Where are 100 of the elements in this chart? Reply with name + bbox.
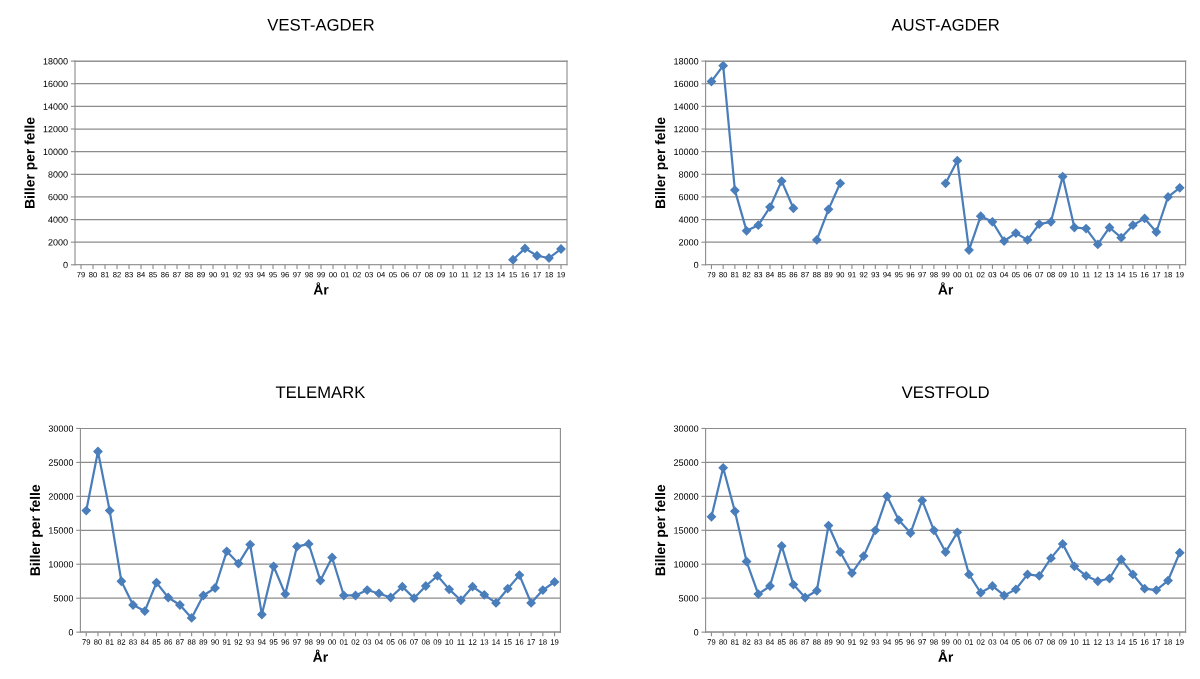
y-tick-label: 8000 xyxy=(48,171,68,178)
point xyxy=(1081,571,1091,581)
point xyxy=(976,588,986,598)
point xyxy=(116,576,126,586)
point xyxy=(952,156,962,166)
point xyxy=(788,579,799,590)
point xyxy=(1034,219,1044,229)
point xyxy=(532,251,542,261)
point xyxy=(718,61,728,71)
point xyxy=(374,588,384,599)
point xyxy=(987,581,998,591)
point xyxy=(1140,584,1150,594)
point xyxy=(741,556,752,567)
point xyxy=(304,539,314,549)
point xyxy=(753,589,763,599)
point xyxy=(788,203,799,213)
point xyxy=(479,590,489,600)
point xyxy=(1175,548,1185,558)
point xyxy=(765,202,775,212)
y-tick-label: 2000 xyxy=(48,239,68,246)
point xyxy=(870,525,880,535)
point xyxy=(1151,227,1161,237)
y-tick-label: 16000 xyxy=(43,80,68,88)
point xyxy=(777,176,787,186)
y-tick-label: 30000 xyxy=(673,425,699,432)
point xyxy=(409,593,419,603)
point xyxy=(520,243,530,254)
point xyxy=(1058,539,1068,549)
point xyxy=(823,204,834,214)
y-tick-label: 0 xyxy=(63,261,68,269)
point xyxy=(730,506,740,516)
point xyxy=(859,551,869,561)
point xyxy=(1022,235,1033,245)
y-tick-label: 14000 xyxy=(43,103,68,110)
chart-title: VESTFOLD xyxy=(901,386,989,399)
y-tick-label: 2000 xyxy=(679,239,699,246)
y-tick-label: 15000 xyxy=(674,527,699,534)
y-tick-label: 30000 xyxy=(48,425,74,432)
y-tick-label: 6000 xyxy=(48,193,68,201)
y-axis-title: Biller per felle xyxy=(655,484,668,576)
point xyxy=(741,226,752,236)
y-axis-title: Biller per felle xyxy=(24,117,38,208)
point xyxy=(163,592,173,603)
point xyxy=(508,255,518,265)
point xyxy=(526,598,536,608)
point xyxy=(976,211,986,221)
point xyxy=(1011,228,1021,238)
y-tick-label: 20000 xyxy=(48,493,74,500)
point xyxy=(964,569,974,580)
point xyxy=(952,527,962,537)
point xyxy=(1022,569,1033,580)
point xyxy=(1069,222,1080,233)
y-tick-label: 6000 xyxy=(679,193,699,201)
y-tick-label: 25000 xyxy=(674,459,699,466)
point xyxy=(706,76,717,87)
point xyxy=(280,589,290,599)
y-tick-label: 12000 xyxy=(43,125,68,133)
point xyxy=(339,590,349,601)
point xyxy=(1081,223,1091,234)
point xyxy=(894,515,904,525)
point xyxy=(1151,585,1161,595)
point xyxy=(222,546,232,556)
point xyxy=(128,600,138,610)
point xyxy=(812,586,822,596)
point xyxy=(245,539,255,550)
point xyxy=(233,558,244,569)
point xyxy=(1046,553,1056,563)
y-tick-label: 10000 xyxy=(674,561,699,568)
point xyxy=(175,600,185,610)
point xyxy=(81,505,91,516)
y-tick-label: 15000 xyxy=(49,527,74,534)
y-tick-label: 10000 xyxy=(43,148,68,155)
point xyxy=(1069,561,1080,571)
point xyxy=(362,585,372,595)
point xyxy=(835,178,845,188)
point xyxy=(835,547,845,557)
point xyxy=(1128,220,1138,230)
point xyxy=(917,495,927,506)
point xyxy=(1175,183,1185,193)
point xyxy=(186,613,197,623)
point xyxy=(456,595,466,605)
y-tick-label: 20000 xyxy=(674,493,699,500)
point xyxy=(1128,569,1138,580)
y-tick-label: 16000 xyxy=(674,80,699,88)
chart-title: VEST-AGDER xyxy=(267,18,374,31)
point xyxy=(940,547,951,557)
point xyxy=(706,512,717,522)
point xyxy=(268,561,279,571)
point xyxy=(1046,217,1056,227)
x-axis-title: År xyxy=(938,282,954,295)
point xyxy=(1093,576,1103,586)
point xyxy=(386,592,396,603)
point xyxy=(327,552,337,563)
point xyxy=(1093,239,1103,250)
point xyxy=(999,590,1009,601)
point xyxy=(397,582,407,592)
point xyxy=(432,571,443,581)
y-tick-label: 0 xyxy=(693,261,699,269)
point xyxy=(292,541,302,552)
point xyxy=(730,185,740,195)
